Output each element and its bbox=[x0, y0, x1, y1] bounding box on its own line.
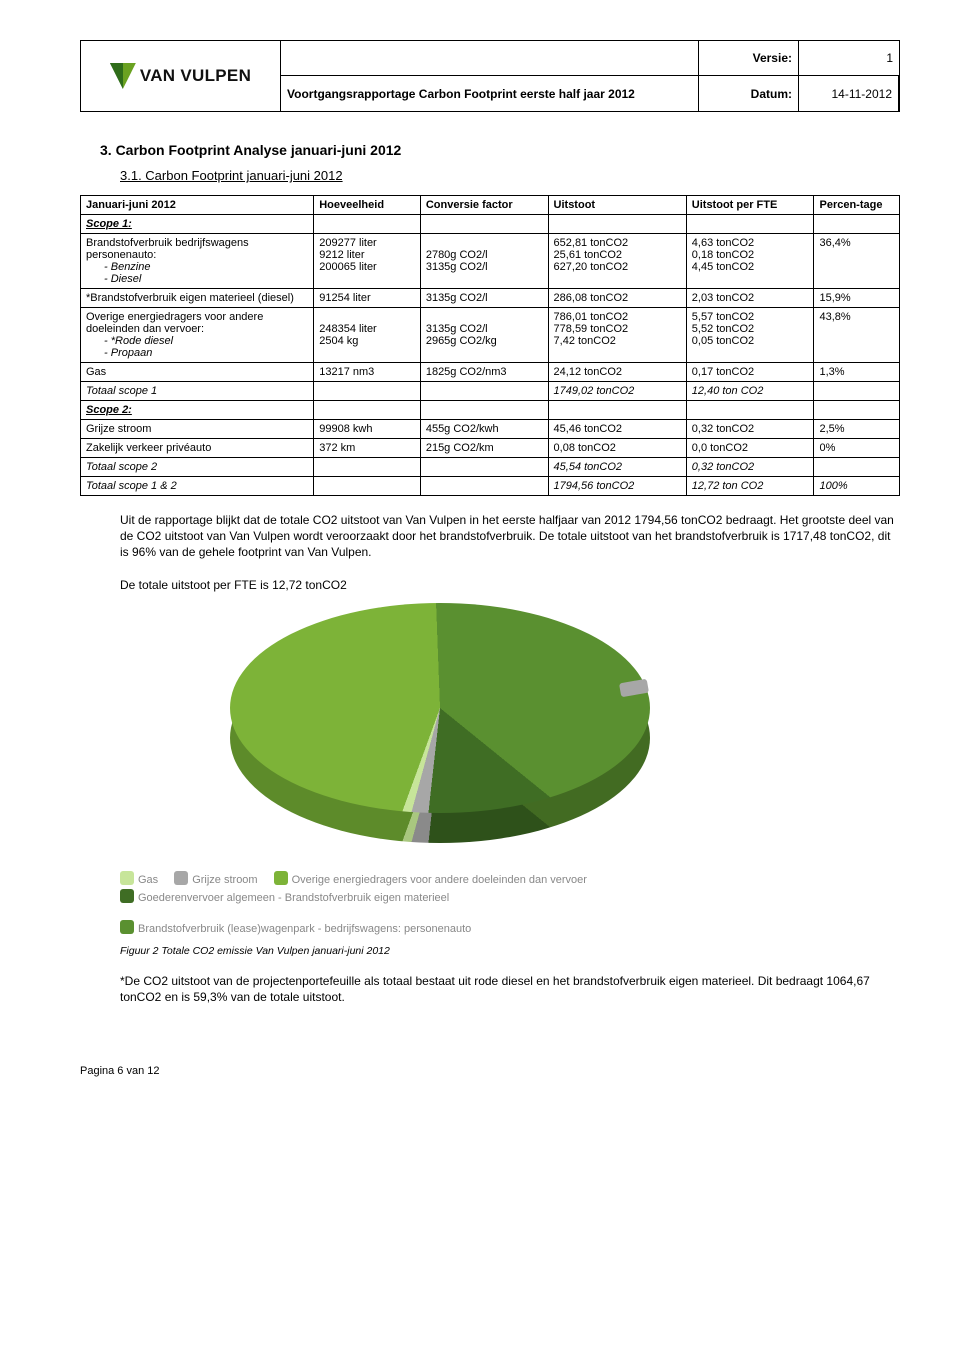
row-eigen-label: *Brandstofverbruik eigen materieel (dies… bbox=[81, 289, 314, 308]
subsection-heading: 3.1. Carbon Footprint januari-juni 2012 bbox=[120, 168, 900, 183]
logo-text: VAN VULPEN bbox=[140, 66, 251, 86]
datum-value: 14-11-2012 bbox=[799, 76, 899, 111]
col-5: Percen-tage bbox=[814, 196, 900, 215]
document-header: VAN VULPEN Versie: 1 Voortgangsrapportag… bbox=[80, 40, 900, 112]
legend-item: Grijze stroom bbox=[174, 871, 257, 890]
row-total-scope2: Totaal scope 2 bbox=[81, 458, 314, 477]
paragraph-3: *De CO2 uitstoot van de projectenportefe… bbox=[120, 973, 900, 1005]
company-logo: VAN VULPEN bbox=[81, 41, 281, 111]
col-3: Uitstoot bbox=[548, 196, 686, 215]
row-grijze: Grijze stroom bbox=[81, 420, 314, 439]
row-total-scope1: Totaal scope 1 bbox=[81, 382, 314, 401]
row-overige: Overige energiedragers voor andere doele… bbox=[81, 308, 314, 363]
header-title: Voortgangsrapportage Carbon Footprint ee… bbox=[281, 76, 699, 111]
scope2-label: Scope 2: bbox=[81, 401, 314, 420]
page-footer: Pagina 6 van 12 bbox=[80, 1065, 900, 1077]
col-2: Conversie factor bbox=[420, 196, 548, 215]
emissions-table: Januari-juni 2012 Hoeveelheid Conversie … bbox=[80, 195, 900, 496]
legend-item: Gas bbox=[120, 871, 158, 890]
legend-item: Goederenvervoer algemeen - Brandstofverb… bbox=[120, 889, 449, 908]
row-brandstof: Brandstofverbruik bedrijfswagens persone… bbox=[81, 234, 314, 289]
legend-item: Brandstofverbruik (lease)wagenpark - bed… bbox=[120, 920, 471, 939]
header-blank bbox=[281, 41, 699, 76]
row-gas: Gas bbox=[81, 363, 314, 382]
paragraph-1: Uit de rapportage blijkt dat de totale C… bbox=[120, 512, 900, 561]
section-heading: 3. Carbon Footprint Analyse januari-juni… bbox=[100, 142, 900, 158]
scope1-label: Scope 1: bbox=[81, 215, 314, 234]
chart-legend: Gas Grijze stroom Overige energiedragers v… bbox=[120, 871, 760, 939]
figure-caption: Figuur 2 Totale CO2 emissie Van Vulpen j… bbox=[120, 945, 900, 957]
pie-chart: Gas Grijze stroom Overige energiedragers v… bbox=[120, 603, 760, 939]
datum-label: Datum: bbox=[699, 76, 799, 111]
col-1: Hoeveelheid bbox=[314, 196, 421, 215]
legend-item: Overige energiedragers voor andere doele… bbox=[274, 871, 587, 890]
versie-label: Versie: bbox=[699, 41, 799, 76]
versie-value: 1 bbox=[799, 41, 899, 76]
row-total-all: Totaal scope 1 & 2 bbox=[81, 477, 314, 496]
row-prive: Zakelijk verkeer privéauto bbox=[81, 439, 314, 458]
col-0: Januari-juni 2012 bbox=[81, 196, 314, 215]
paragraph-2: De totale uitstoot per FTE is 12,72 tonC… bbox=[120, 577, 900, 593]
col-4: Uitstoot per FTE bbox=[686, 196, 814, 215]
